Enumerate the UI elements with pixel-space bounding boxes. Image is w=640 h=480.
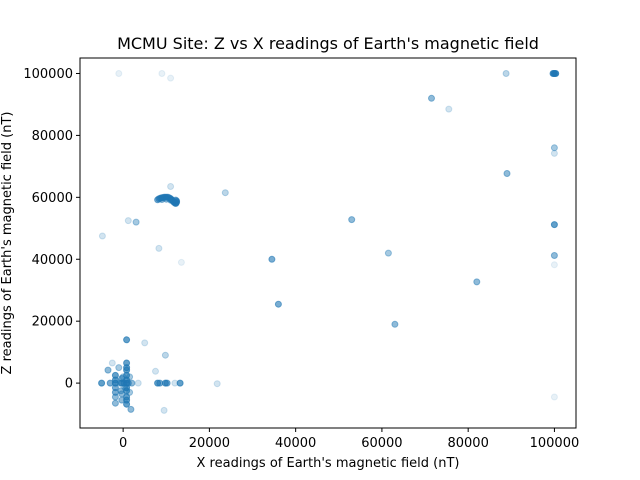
data-point [213,380,221,388]
data-point [126,373,134,381]
data-point [111,393,119,401]
data-point [126,388,134,396]
data-point [108,359,116,367]
data-point [98,232,106,240]
data-point [161,351,169,359]
x-tick-label: 60000 [361,436,402,451]
data-point [384,249,392,257]
data-point [152,367,159,375]
data-point [445,105,453,113]
x-tick-label: 80000 [447,436,488,451]
chart-title: MCMU Site: Z vs X readings of Earth's ma… [117,34,539,53]
y-tick-label: 40000 [32,253,73,268]
data-point [268,255,276,263]
data-point [550,221,558,229]
data-point [123,336,131,344]
data-point [473,278,481,286]
x-tick-label: 100000 [530,436,580,451]
data-point [550,261,558,269]
data-point [115,364,123,372]
data-point [167,74,175,82]
plot-frame [79,57,577,429]
data-point [550,393,558,401]
data-point [104,366,112,374]
data-point [127,405,135,413]
data-point [132,218,140,226]
data-point [502,70,510,77]
data-point [391,320,399,328]
data-point [115,70,123,77]
data-point [176,379,184,387]
y-tick-label: 0 [65,377,73,392]
data-point [167,196,175,204]
data-point [221,189,229,197]
data-point [550,149,558,157]
y-tick-label: 20000 [32,315,73,330]
data-point [503,170,511,177]
data-point [124,217,132,225]
data-point [550,144,558,152]
x-tick-label: 20000 [189,436,230,451]
data-point [158,70,166,77]
data-point [155,244,163,252]
data-point [128,379,136,387]
data-point [348,216,356,224]
y-tick-label: 60000 [32,191,73,206]
x-tick-label: 0 [119,436,127,451]
y-tick-label: 80000 [32,129,73,144]
data-point [160,406,168,414]
data-point [550,252,558,259]
data-point [111,399,119,407]
data-point [141,339,149,347]
x-axis-label: X readings of Earth's magnetic field (nT… [197,456,460,471]
data-point [98,379,106,387]
data-point [428,94,435,102]
y-tick-label: 100000 [23,67,73,82]
data-point [134,379,142,387]
x-tick-label: 40000 [275,436,316,451]
data-point [177,258,185,266]
data-point [274,300,282,308]
data-point [552,70,560,77]
data-point [123,400,131,408]
data-point [167,183,175,190]
points-layer [98,70,560,414]
y-axis-label: Z readings of Earth's magnetic field (nT… [0,112,15,375]
data-point [163,379,171,387]
ticks-layer: 0 20000 40000 60000 80000 100000 0 20000 40000 60… [23,67,579,451]
